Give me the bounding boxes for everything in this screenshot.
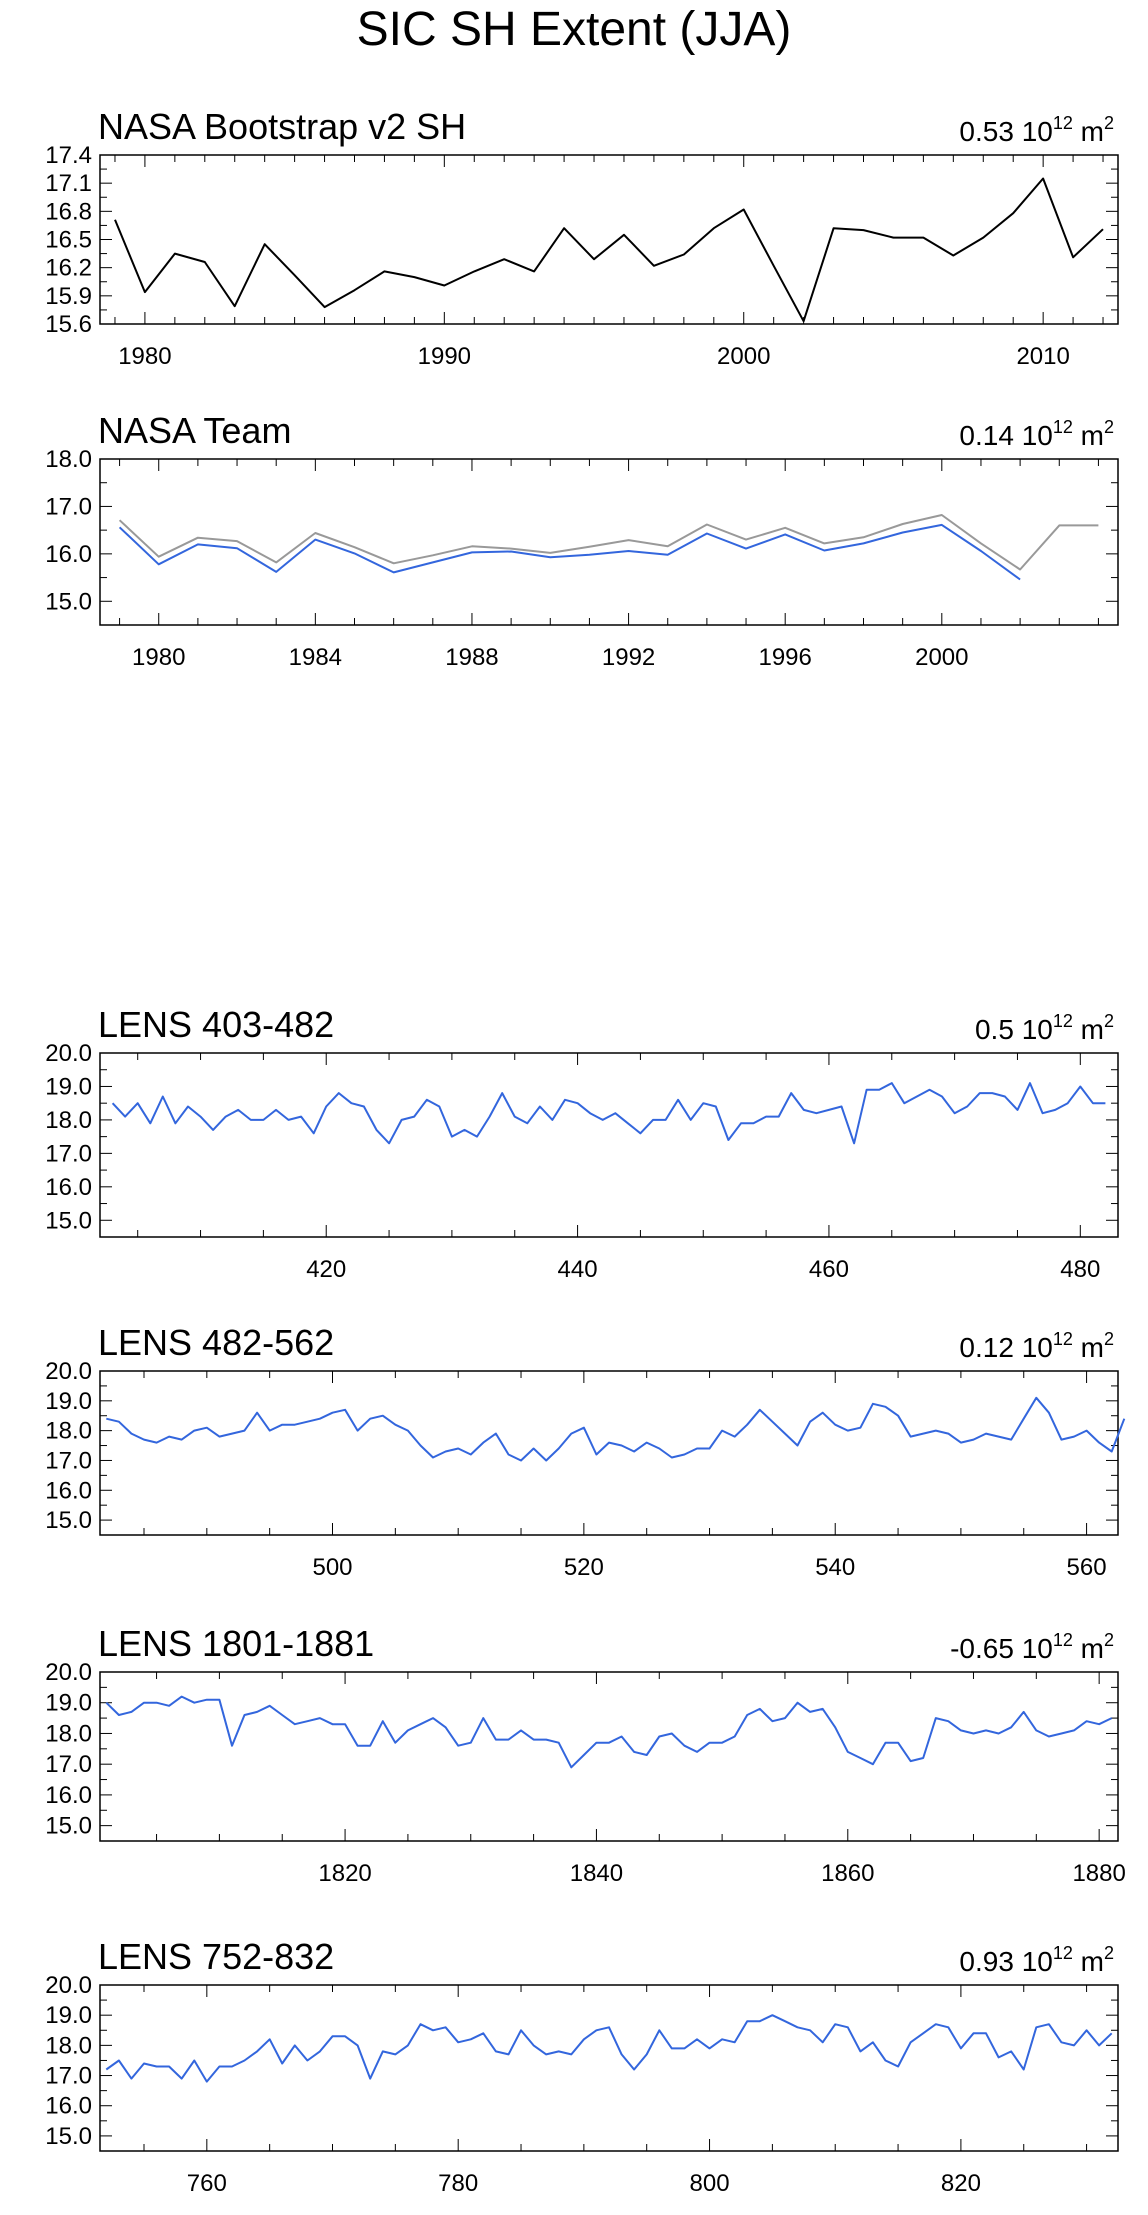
y-tick-label: 15.0 bbox=[45, 1207, 92, 1234]
y-tick-label: 15.0 bbox=[45, 1813, 92, 1840]
x-tick-label: 1880 bbox=[1072, 1860, 1125, 1887]
x-tick-label: 2000 bbox=[915, 644, 968, 671]
x-tick-label: 1980 bbox=[118, 343, 171, 370]
y-tick-label: 19.0 bbox=[45, 1388, 92, 1415]
series-line bbox=[111, 1082, 1106, 1145]
x-tick-label: 1996 bbox=[758, 644, 811, 671]
series-line bbox=[114, 177, 1104, 323]
y-tick-label: 15.9 bbox=[45, 283, 92, 310]
y-tick-label: 20.0 bbox=[45, 1659, 92, 1686]
y-tick-label: 18.0 bbox=[45, 1720, 92, 1747]
panel-title: LENS 752-832 bbox=[98, 1936, 334, 1977]
y-tick-label: 15.0 bbox=[45, 1507, 92, 1534]
y-tick-label: 16.0 bbox=[45, 2093, 92, 2120]
plot-frame bbox=[99, 1984, 1119, 2152]
panel-title: NASA Bootstrap v2 SH bbox=[98, 106, 466, 147]
x-tick-label: 2000 bbox=[717, 343, 770, 370]
x-tick-label: 520 bbox=[564, 1554, 604, 1581]
x-tick-label: 1990 bbox=[418, 343, 471, 370]
plot-frame bbox=[99, 1052, 1119, 1238]
panel-title: LENS 1801-1881 bbox=[98, 1623, 374, 1664]
x-tick-label: 460 bbox=[809, 1256, 849, 1283]
plot-frame bbox=[99, 154, 1119, 325]
panel-title: NASA Team bbox=[98, 410, 291, 451]
y-tick-label: 20.0 bbox=[45, 1040, 92, 1067]
plot-frame bbox=[99, 1671, 1119, 1842]
trend-label: 0.93 1012 m2 bbox=[959, 1943, 1114, 1977]
x-tick-label: 480 bbox=[1060, 1256, 1100, 1283]
trend-label: 0.12 1012 m2 bbox=[959, 1329, 1114, 1363]
x-tick-label: 1984 bbox=[289, 644, 342, 671]
y-tick-label: 16.5 bbox=[45, 227, 92, 254]
y-tick-label: 17.4 bbox=[45, 142, 92, 169]
x-tick-label: 760 bbox=[187, 2170, 227, 2197]
y-tick-label: 16.0 bbox=[45, 541, 92, 568]
panel-title: LENS 403-482 bbox=[98, 1004, 334, 1045]
series-line bbox=[118, 514, 1099, 571]
y-tick-label: 17.0 bbox=[45, 2063, 92, 2090]
chart-panel: LENS 752-832 0.93 1012 m2 15.0 16.0 17.0 18.0… bbox=[45, 1936, 1119, 2197]
trend-label: 0.14 1012 m2 bbox=[959, 417, 1114, 451]
y-tick-label: 17.0 bbox=[45, 1751, 92, 1778]
series-line bbox=[118, 523, 1021, 581]
x-tick-label: 800 bbox=[690, 2170, 730, 2197]
y-tick-label: 16.8 bbox=[45, 198, 92, 225]
y-tick-label: 19.0 bbox=[45, 1690, 92, 1717]
y-tick-label: 20.0 bbox=[45, 1972, 92, 1999]
y-tick-label: 15.0 bbox=[45, 588, 92, 615]
y-tick-label: 16.0 bbox=[45, 1174, 92, 1201]
y-tick-label: 15.6 bbox=[45, 311, 92, 338]
y-tick-label: 18.0 bbox=[45, 1418, 92, 1445]
trend-label: -0.65 1012 m2 bbox=[950, 1630, 1114, 1664]
plot-frame bbox=[99, 458, 1119, 626]
x-tick-label: 1992 bbox=[602, 644, 655, 671]
y-tick-label: 17.0 bbox=[45, 1447, 92, 1474]
x-tick-label: 1820 bbox=[318, 1860, 371, 1887]
chart-panel: NASA Team 0.14 1012 m2 15.0 16.0 17.0 18.0 198… bbox=[45, 410, 1119, 671]
y-tick-label: 16.2 bbox=[45, 255, 92, 282]
series-line bbox=[105, 2014, 1113, 2083]
x-tick-label: 540 bbox=[815, 1554, 855, 1581]
chart-panel: LENS 482-562 0.12 1012 m2 15.0 16.0 17.018.0… bbox=[45, 1322, 1126, 1581]
y-tick-label: 15.0 bbox=[45, 2123, 92, 2150]
x-tick-label: 2010 bbox=[1016, 343, 1069, 370]
chart-panel: NASA Bootstrap v2 SH 0.53 1012 m2 15.615.9… bbox=[45, 106, 1119, 370]
x-tick-label: 780 bbox=[438, 2170, 478, 2197]
trend-label: 0.53 1012 m2 bbox=[959, 113, 1114, 147]
y-tick-label: 17.0 bbox=[45, 1140, 92, 1167]
trend-label: 0.5 1012 m2 bbox=[975, 1011, 1114, 1045]
y-tick-label: 17.1 bbox=[45, 170, 92, 197]
series-line bbox=[106, 1396, 1126, 1462]
y-tick-label: 17.0 bbox=[45, 493, 92, 520]
panel-title: LENS 482-562 bbox=[98, 1322, 334, 1363]
x-tick-label: 1860 bbox=[821, 1860, 874, 1887]
y-tick-label: 16.0 bbox=[45, 1782, 92, 1809]
chart-panel: LENS 1801-1881 -0.65 1012 m2 15.0 16.0 17.0 1… bbox=[45, 1623, 1126, 1887]
y-tick-label: 18.0 bbox=[45, 1107, 92, 1134]
series-line bbox=[105, 1695, 1113, 1769]
y-tick-label: 16.0 bbox=[45, 1477, 92, 1504]
x-tick-label: 420 bbox=[306, 1256, 346, 1283]
x-tick-label: 560 bbox=[1067, 1554, 1107, 1581]
x-tick-label: 1988 bbox=[445, 644, 498, 671]
chart-panel: LENS 403-482 0.5 1012 m2 15.0 16.0 17.0 18.0 1… bbox=[45, 1004, 1119, 1283]
y-tick-label: 19.0 bbox=[45, 2002, 92, 2029]
plot-frame bbox=[99, 1370, 1119, 1536]
y-tick-label: 20.0 bbox=[45, 1358, 92, 1385]
page-title: SIC SH Extent (JJA) bbox=[356, 3, 792, 56]
y-tick-label: 18.0 bbox=[45, 446, 92, 473]
x-tick-label: 440 bbox=[558, 1256, 598, 1283]
x-tick-label: 1840 bbox=[570, 1860, 623, 1887]
x-tick-label: 500 bbox=[312, 1554, 352, 1581]
x-tick-label: 820 bbox=[941, 2170, 981, 2197]
y-tick-label: 18.0 bbox=[45, 2032, 92, 2059]
x-tick-label: 1980 bbox=[132, 644, 185, 671]
y-tick-label: 19.0 bbox=[45, 1073, 92, 1100]
